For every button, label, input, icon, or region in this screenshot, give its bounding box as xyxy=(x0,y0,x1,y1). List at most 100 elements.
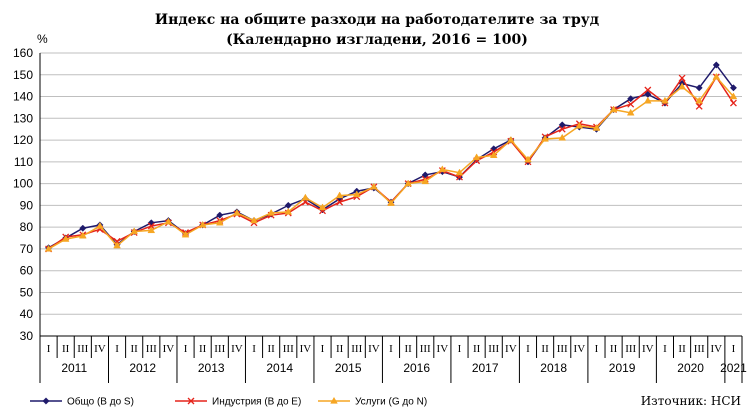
data-point xyxy=(712,61,720,69)
data-point xyxy=(438,165,447,173)
y-axis-ticks: 30 40 50 60 70 80 90 100 110 120 130 140 150 160 xyxy=(13,46,33,343)
data-point xyxy=(233,208,241,216)
quarter-label: II xyxy=(131,343,139,355)
quarter-label: I xyxy=(47,343,51,355)
data-point xyxy=(352,190,361,198)
quarter-label: I xyxy=(732,343,736,355)
series xyxy=(45,73,737,253)
y-axis-label: % xyxy=(37,32,48,46)
quarter-label: I xyxy=(458,343,462,355)
quarter-label: I xyxy=(321,343,325,355)
y-tick-label: 90 xyxy=(20,198,34,212)
data-point xyxy=(729,99,737,107)
year-label: 2019 xyxy=(609,361,636,375)
quarter-label: II xyxy=(610,343,618,355)
data-point xyxy=(712,72,721,80)
year-label: 2020 xyxy=(677,361,704,375)
quarter-label: IV xyxy=(300,343,312,355)
quarter-label: II xyxy=(678,343,686,355)
year-label: 2015 xyxy=(335,361,362,375)
y-tick-label: 150 xyxy=(13,68,33,82)
data-point-stroke xyxy=(147,222,155,230)
data-point xyxy=(489,151,498,158)
data-point xyxy=(644,96,652,104)
data-point xyxy=(164,217,173,225)
data-point xyxy=(455,168,464,176)
data-point xyxy=(421,177,430,185)
quarter-label: IV xyxy=(163,343,175,355)
data-point-stroke xyxy=(187,397,195,405)
quarter-label: II xyxy=(541,343,549,355)
data-point-stroke xyxy=(627,100,635,108)
data-point xyxy=(267,208,275,216)
y-tick-label: 50 xyxy=(20,285,34,299)
quarter-label: II xyxy=(62,343,70,355)
data-point xyxy=(301,193,310,201)
legend-label: Услуги (G до N) xyxy=(355,397,427,408)
y-tick-label: 160 xyxy=(13,46,33,60)
data-point xyxy=(215,218,224,226)
data-point xyxy=(44,244,53,252)
data-point xyxy=(661,96,669,104)
quarter-label: I xyxy=(184,343,188,355)
data-point xyxy=(541,134,549,142)
data-point xyxy=(330,396,338,404)
quarter-label: IV xyxy=(437,343,449,355)
legend-entry: Общо (B до S) xyxy=(30,396,134,408)
data-point xyxy=(335,191,344,199)
data-point xyxy=(370,182,378,190)
quarter-label: IV xyxy=(505,343,517,355)
year-label: 2014 xyxy=(266,361,293,375)
legend-entry: Услуги (G до N) xyxy=(318,397,427,408)
data-point-stroke xyxy=(558,125,566,133)
quarter-label: IV xyxy=(642,343,654,355)
data-point xyxy=(627,95,635,103)
data-point xyxy=(729,92,738,100)
y-tick-label: 40 xyxy=(20,307,34,321)
y-tick-label: 120 xyxy=(13,133,33,147)
chart-subtitle: (Календарно изгладени, 2016 = 100) xyxy=(226,32,528,48)
data-point xyxy=(695,96,704,104)
quarter-label: II xyxy=(473,343,481,355)
series xyxy=(44,72,738,252)
legend-label: Индустрия (B до E) xyxy=(212,397,301,408)
data-point xyxy=(695,84,703,92)
data-point xyxy=(644,86,652,94)
data-point xyxy=(472,153,481,161)
data-point xyxy=(678,74,686,82)
data-point xyxy=(575,121,584,129)
quarter-label: IV xyxy=(368,343,380,355)
series-lines xyxy=(44,61,738,253)
year-label: 2013 xyxy=(198,361,225,375)
quarter-label: III xyxy=(625,343,636,355)
data-point xyxy=(695,102,703,110)
gridlines xyxy=(40,52,742,337)
quarter-label: II xyxy=(336,343,344,355)
data-point xyxy=(558,125,566,133)
quarter-label: I xyxy=(389,343,393,355)
y-tick-label: 30 xyxy=(20,329,34,343)
data-point-stroke xyxy=(678,74,686,82)
quarter-label: I xyxy=(252,343,256,355)
y-tick-label: 130 xyxy=(13,111,33,125)
data-point xyxy=(507,135,515,143)
year-label: 2018 xyxy=(540,361,567,375)
data-point xyxy=(130,227,138,235)
quarter-label: III xyxy=(214,343,225,355)
data-point xyxy=(79,224,87,232)
year-label: 2012 xyxy=(129,361,156,375)
y-tick-label: 110 xyxy=(14,155,33,169)
chart-title: Индекс на общите разходи на работодатели… xyxy=(155,12,599,28)
data-point-stroke xyxy=(644,86,652,94)
quarter-label: III xyxy=(283,343,294,355)
quarter-label: I xyxy=(115,343,119,355)
quarter-label: IV xyxy=(711,343,723,355)
data-point xyxy=(678,82,686,90)
quarter-label: III xyxy=(420,343,431,355)
data-point xyxy=(284,201,292,209)
y-tick-label: 60 xyxy=(20,264,34,278)
year-label: 2017 xyxy=(472,361,499,375)
data-point xyxy=(187,397,195,405)
data-point xyxy=(78,231,87,239)
